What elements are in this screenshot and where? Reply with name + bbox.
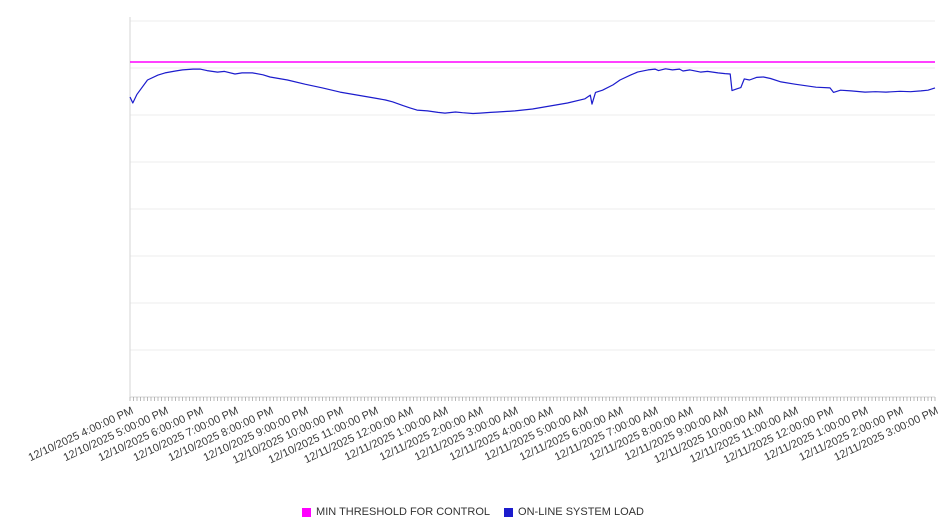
legend-item-min-threshold[interactable]: MIN THRESHOLD FOR CONTROL — [302, 506, 490, 518]
threshold-swatch-icon — [302, 507, 312, 517]
legend: MIN THRESHOLD FOR CONTROL ON-LINE SYSTEM… — [0, 506, 946, 518]
legend-item-system-load[interactable]: ON-LINE SYSTEM LOAD — [504, 506, 644, 518]
system-load-swatch-icon — [504, 507, 514, 517]
legend-label-min-threshold: MIN THRESHOLD FOR CONTROL — [316, 506, 491, 518]
system-load-line — [129, 68, 936, 115]
legend-label-system-load: ON-LINE SYSTEM LOAD — [518, 506, 644, 518]
